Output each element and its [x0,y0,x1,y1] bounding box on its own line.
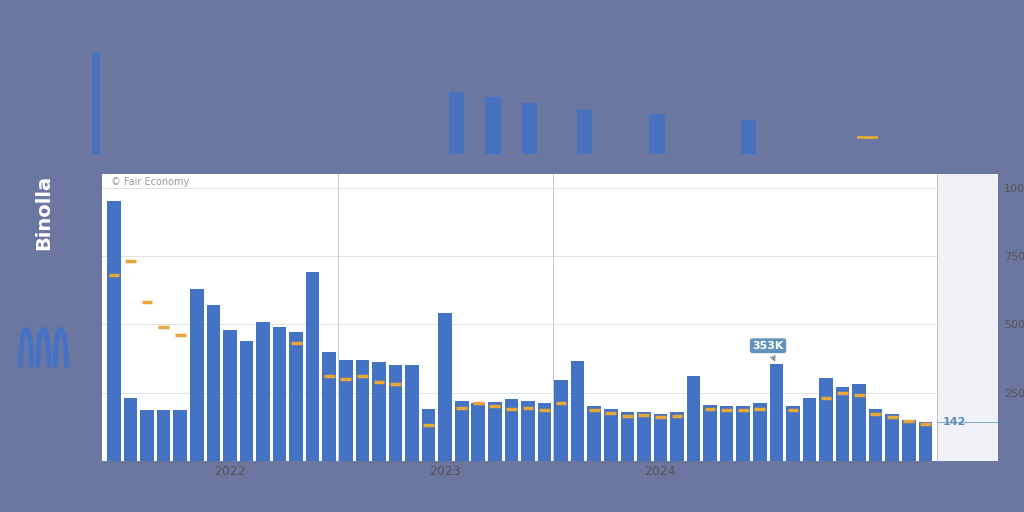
Bar [108,201,121,461]
Bar [471,403,485,461]
Bar [438,313,452,461]
Bar [406,365,419,461]
Bar [919,422,932,461]
Bar [570,361,585,461]
Bar [140,410,154,461]
Bar [422,409,435,461]
Bar [323,352,336,461]
Text: 142: 142 [943,417,967,427]
Bar [372,362,386,461]
Bar [604,409,617,461]
Bar [554,380,568,461]
Text: 353K: 353K [753,341,783,360]
Bar [703,405,717,461]
Bar [355,360,370,461]
Bar [84,52,100,154]
Bar [522,103,538,154]
Bar [588,406,601,461]
Bar [687,376,700,461]
Bar [389,365,402,461]
Bar [173,410,187,461]
Bar [290,332,303,461]
Bar [488,402,502,461]
Bar [886,414,899,461]
Bar [455,401,469,461]
Bar [223,330,237,461]
Bar [339,360,352,461]
Bar [819,377,833,461]
Bar [577,109,592,154]
Bar [207,305,220,461]
Text: Binolla: Binolla [34,175,53,250]
Bar [720,406,733,461]
Text: © Fair Economy: © Fair Economy [111,177,189,187]
Bar [736,406,750,461]
Bar [306,272,319,461]
Bar [449,92,465,154]
Bar [902,420,915,461]
Bar [521,401,535,461]
Bar [505,399,518,461]
Bar [653,414,668,461]
Bar [836,387,849,461]
Bar [485,97,501,154]
Bar [272,327,287,461]
Bar [753,403,767,461]
Bar [803,398,816,461]
Bar [124,398,137,461]
Bar [740,120,756,154]
Bar [670,412,684,461]
Bar [869,409,883,461]
Bar [649,114,665,154]
Bar [190,289,204,461]
Bar [637,412,650,461]
Bar [621,412,634,461]
Bar [240,340,253,461]
Bar [157,410,170,461]
Bar [786,406,800,461]
Bar [256,322,269,461]
Bar [852,385,866,461]
Bar [538,403,551,461]
Bar [770,365,783,461]
